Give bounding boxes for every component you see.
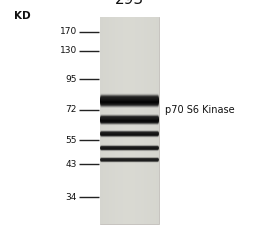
Bar <box>109 17 112 224</box>
Text: 72: 72 <box>66 105 77 114</box>
Bar <box>156 17 159 224</box>
Text: 293: 293 <box>115 0 144 7</box>
Bar <box>112 17 115 224</box>
Bar <box>144 17 147 224</box>
Bar <box>147 17 150 224</box>
Bar <box>103 17 106 224</box>
Text: p70 S6 Kinase: p70 S6 Kinase <box>165 105 235 115</box>
Bar <box>121 17 124 224</box>
Bar <box>118 17 121 224</box>
Bar <box>150 17 153 224</box>
Text: 95: 95 <box>65 75 77 84</box>
Bar <box>123 17 126 224</box>
Text: KD: KD <box>14 11 31 21</box>
Bar <box>115 17 118 224</box>
Bar <box>141 17 144 224</box>
Bar <box>153 17 156 224</box>
Text: 130: 130 <box>60 46 77 55</box>
Bar <box>106 17 109 224</box>
Bar <box>100 17 103 224</box>
Bar <box>138 17 141 224</box>
Text: 55: 55 <box>65 136 77 145</box>
Bar <box>129 17 133 224</box>
Bar <box>100 17 159 224</box>
Text: 43: 43 <box>66 160 77 169</box>
Text: 170: 170 <box>60 27 77 36</box>
Bar <box>126 17 130 224</box>
Bar <box>135 17 138 224</box>
Text: 34: 34 <box>66 193 77 202</box>
Bar <box>132 17 135 224</box>
